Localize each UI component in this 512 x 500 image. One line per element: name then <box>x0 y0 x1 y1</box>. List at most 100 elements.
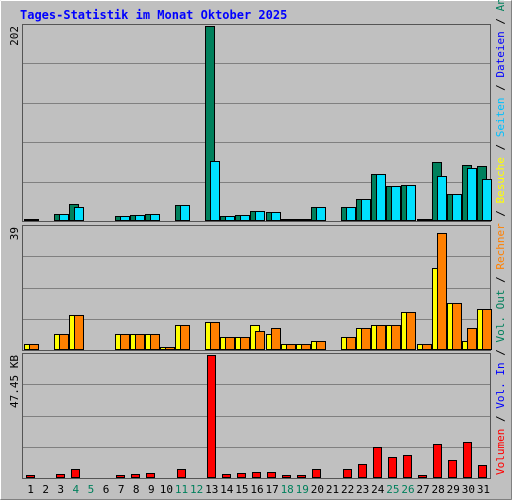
day-axis: 1 2 3 4 5 6 7 8 9 10 11 12 13 14 15 16 17 18 19 20 21 22 23 24 2… <box>27 483 490 496</box>
legend-segment: Volumen <box>494 429 507 475</box>
bar-kbytes-day-1 <box>26 475 35 478</box>
legend-segment: / <box>494 343 507 363</box>
day-label-2: 2 <box>42 483 49 496</box>
day-label-8: 8 <box>133 483 140 496</box>
bar-sites-day-4 <box>74 315 84 350</box>
legend-segment: / <box>494 78 507 98</box>
bar-files-day-17 <box>271 212 281 221</box>
bar-files-day-14 <box>225 216 235 221</box>
bar-files-day-23 <box>361 199 371 221</box>
day-label-18: 18 <box>281 483 294 496</box>
bar-files-day-16 <box>255 211 265 221</box>
bar-files-day-1 <box>29 219 39 221</box>
bar-sites-day-14 <box>225 337 235 350</box>
bar-kbytes-day-25 <box>388 457 397 478</box>
bar-kbytes-day-18 <box>282 475 291 478</box>
bar-sites-day-16 <box>255 331 265 350</box>
bar-kbytes-day-30 <box>463 442 472 478</box>
bar-kbytes-day-20 <box>312 469 321 478</box>
bar-sites-day-19 <box>301 344 311 350</box>
legend-segment: Anfragen <box>494 0 507 11</box>
legend-segment: / <box>494 270 507 290</box>
panel-requests-max-label: 202 <box>8 26 21 46</box>
bar-files-day-30 <box>467 168 477 221</box>
bar-files-day-22 <box>346 207 356 221</box>
bar-sites-day-11 <box>180 325 190 350</box>
bar-kbytes-day-16 <box>252 472 261 478</box>
day-label-13: 13 <box>205 483 218 496</box>
bar-files-day-8 <box>135 215 145 221</box>
bar-files-day-3 <box>59 214 69 221</box>
day-label-17: 17 <box>265 483 278 496</box>
day-label-12: 12 <box>190 483 203 496</box>
chart-panels: 202 39 47.45 KB <box>8 24 492 479</box>
bar-sites-day-24 <box>376 325 386 350</box>
day-label-20: 20 <box>311 483 324 496</box>
legend-segment: / <box>494 11 507 31</box>
bar-sites-day-26 <box>406 312 416 350</box>
day-label-15: 15 <box>235 483 248 496</box>
bar-kbytes-day-14 <box>222 474 231 478</box>
day-label-28: 28 <box>432 483 445 496</box>
bar-kbytes-day-13 <box>207 355 216 478</box>
bar-sites-day-30 <box>467 328 477 350</box>
bar-kbytes-day-3 <box>56 474 65 478</box>
day-label-23: 23 <box>356 483 369 496</box>
bar-kbytes-day-27 <box>418 475 427 478</box>
panel-kbytes-max-label: 47.45 KB <box>8 355 21 408</box>
bar-files-day-13 <box>210 161 220 221</box>
bar-kbytes-day-7 <box>116 475 125 478</box>
bar-sites-day-23 <box>361 328 371 350</box>
panel-requests-frame <box>22 24 491 222</box>
day-label-5: 5 <box>88 483 95 496</box>
bar-files-day-25 <box>391 186 401 221</box>
bar-kbytes-day-4 <box>71 469 80 478</box>
bar-kbytes-day-31 <box>478 465 487 478</box>
panel-visits-max-label: 39 <box>8 227 21 240</box>
bar-kbytes-day-19 <box>297 475 306 478</box>
bar-sites-day-18 <box>286 344 296 350</box>
day-label-3: 3 <box>57 483 64 496</box>
bar-kbytes-day-9 <box>146 473 155 478</box>
day-label-31: 31 <box>477 483 490 496</box>
day-label-11: 11 <box>175 483 188 496</box>
bar-sites-day-9 <box>150 334 160 350</box>
bar-files-day-18 <box>286 219 296 221</box>
legend-segment: Seiten <box>494 97 507 137</box>
bar-kbytes-day-8 <box>131 474 140 478</box>
bar-kbytes-day-28 <box>433 444 442 478</box>
bar-sites-day-15 <box>240 337 250 350</box>
chart-title: Tages-Statistik im Monat Oktober 2025 <box>20 8 287 22</box>
day-label-21: 21 <box>326 483 339 496</box>
bar-kbytes-day-23 <box>358 464 367 478</box>
bar-sites-day-20 <box>316 341 326 350</box>
day-label-4: 4 <box>73 483 80 496</box>
bar-files-day-11 <box>180 205 190 221</box>
bar-files-day-4 <box>74 207 84 221</box>
day-label-25: 25 <box>386 483 399 496</box>
legend-segment: / <box>494 203 507 223</box>
bar-files-day-26 <box>406 185 416 221</box>
bar-kbytes-day-17 <box>267 472 276 478</box>
legend-segment: / <box>494 137 507 157</box>
legend-segment: Vol. Out <box>494 290 507 343</box>
bar-kbytes-day-24 <box>373 447 382 478</box>
bar-sites-day-7 <box>120 334 130 350</box>
day-label-26: 26 <box>401 483 414 496</box>
day-label-14: 14 <box>220 483 234 496</box>
bar-kbytes-day-29 <box>448 460 457 478</box>
bar-files-day-28 <box>437 176 447 221</box>
day-label-19: 19 <box>296 483 309 496</box>
bar-sites-day-29 <box>452 303 462 350</box>
bar-files-day-15 <box>240 215 250 221</box>
day-label-22: 22 <box>341 483 354 496</box>
bar-files-day-31 <box>482 179 492 221</box>
bar-kbytes-day-22 <box>343 469 352 478</box>
day-label-9: 9 <box>148 483 155 496</box>
day-label-29: 29 <box>447 483 460 496</box>
legend-segment: Vol. In <box>494 362 507 408</box>
day-label-27: 27 <box>416 483 429 496</box>
right-legend: Volumen / Vol. In / Vol. Out / Rechner /… <box>494 0 507 475</box>
bar-files-day-20 <box>316 207 326 221</box>
bar-files-day-27 <box>422 219 432 221</box>
